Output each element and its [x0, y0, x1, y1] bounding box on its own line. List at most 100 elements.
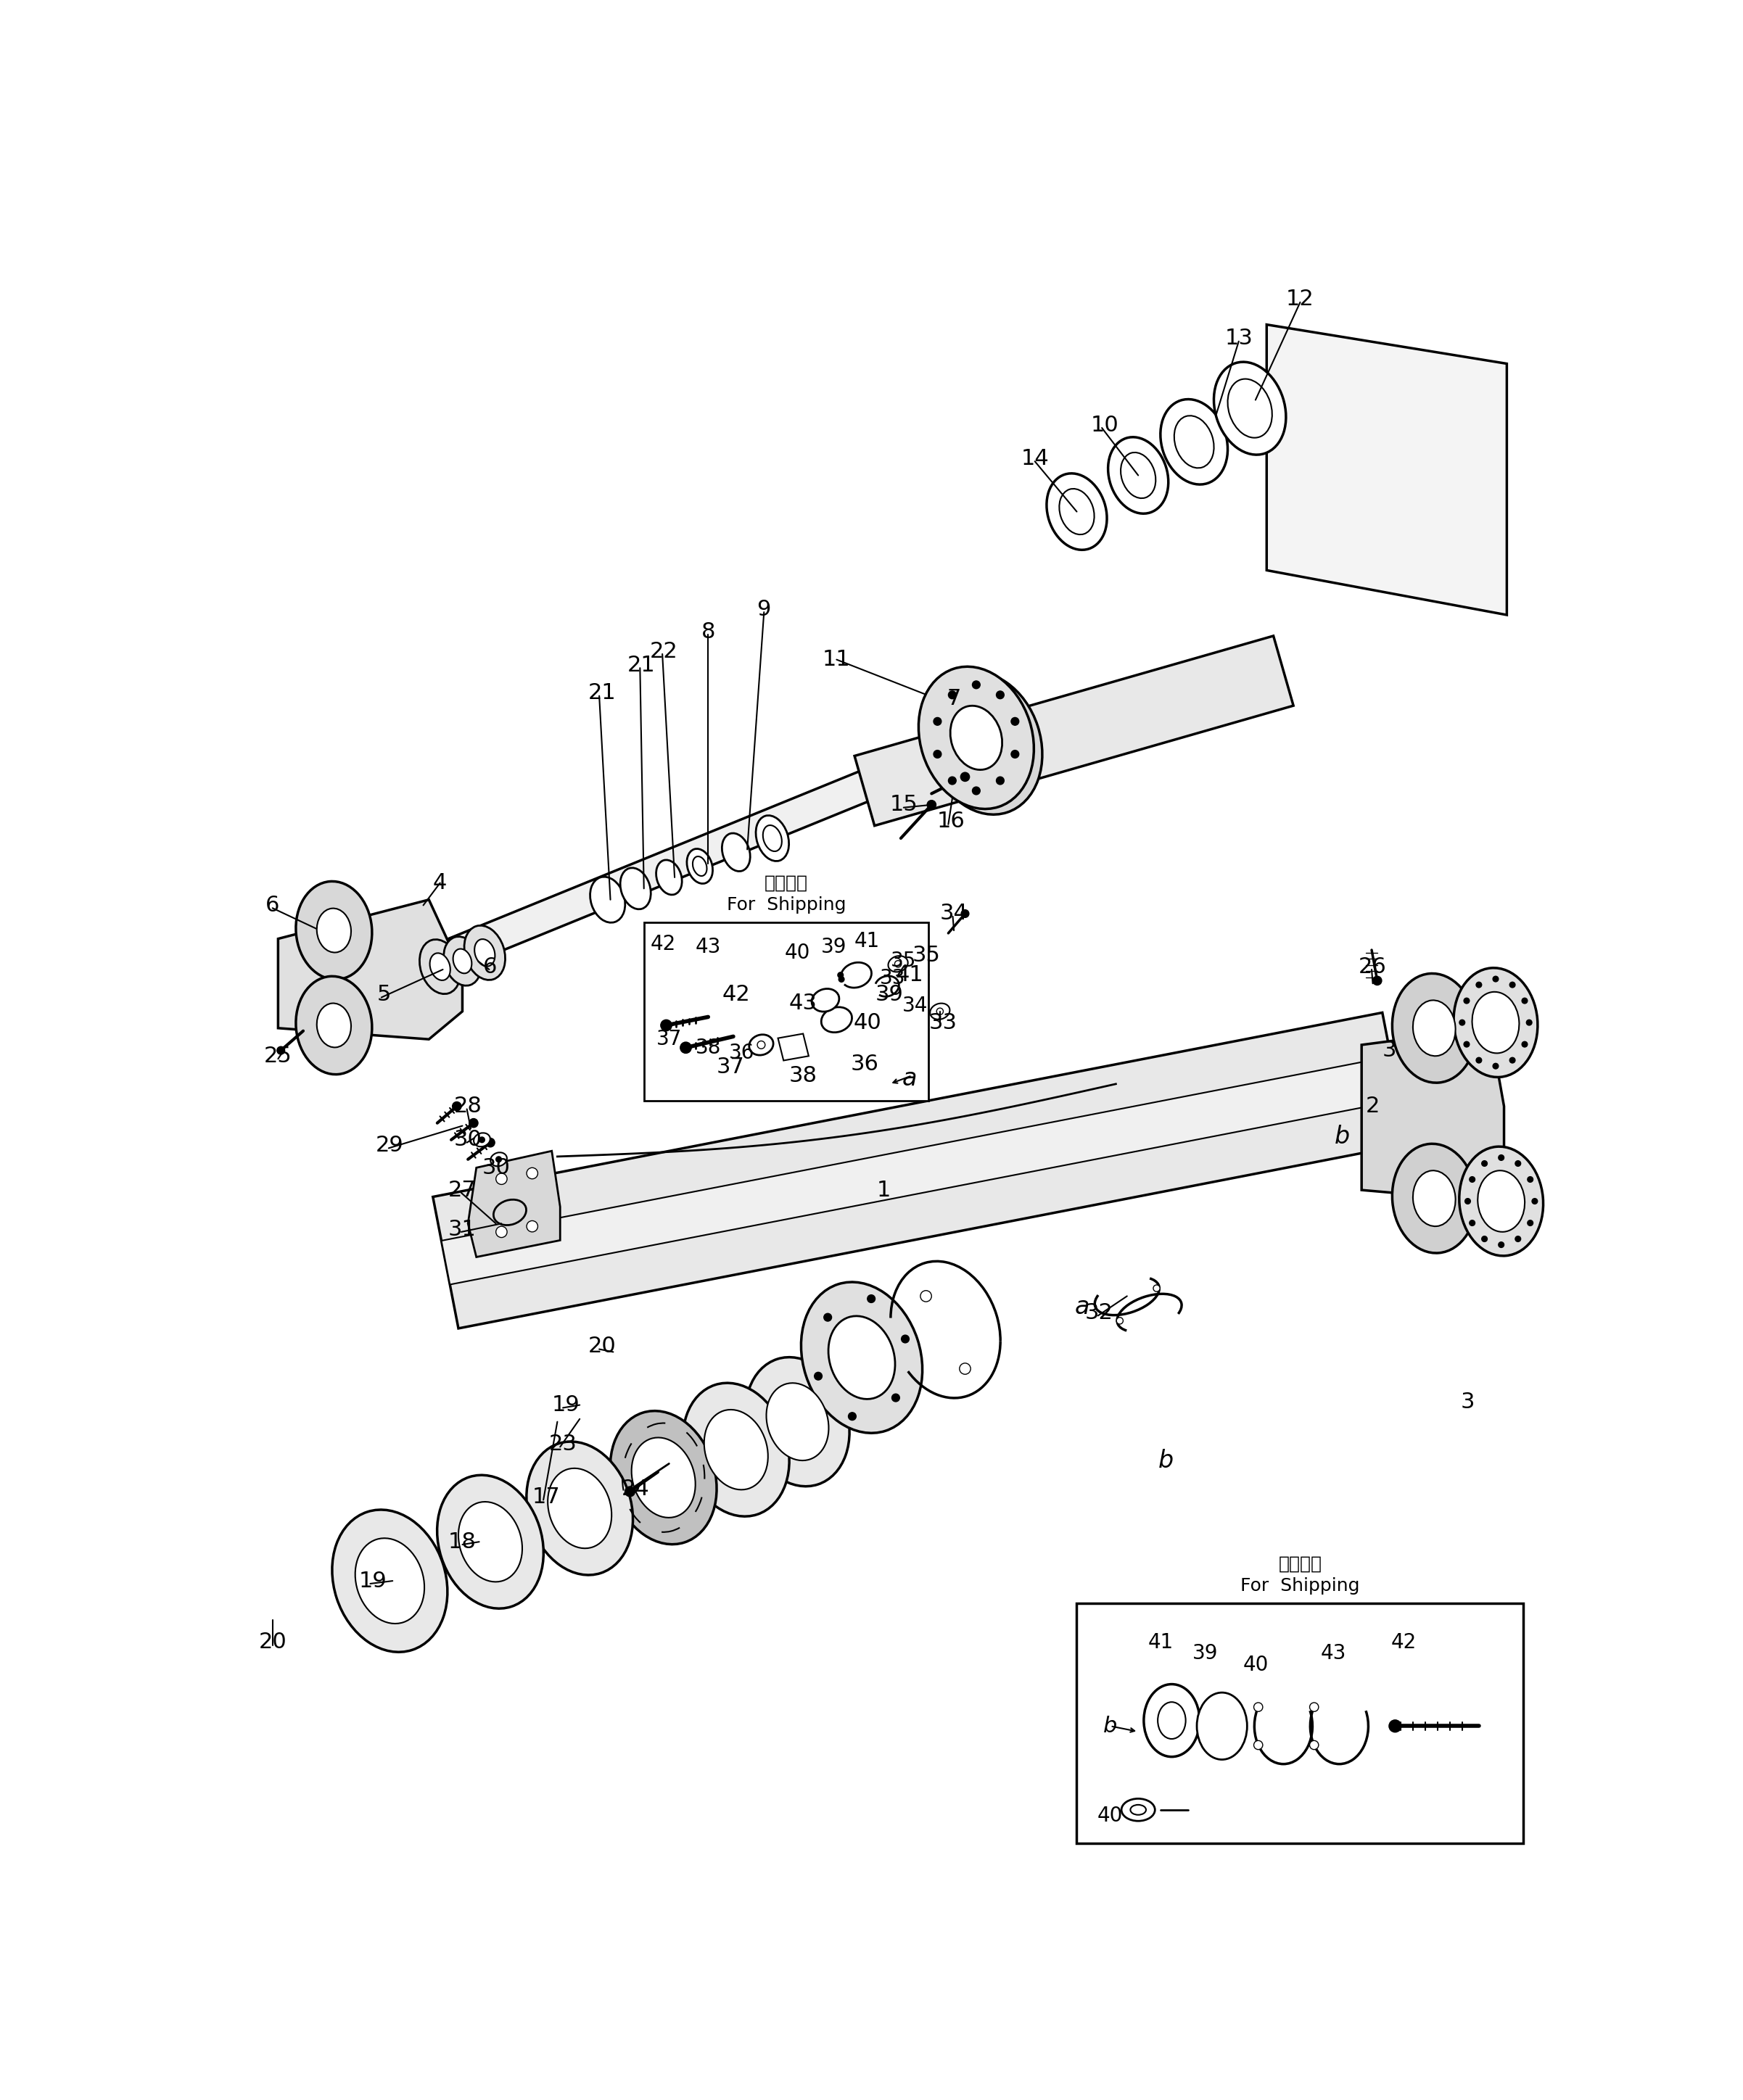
Text: 42: 42: [1391, 1632, 1417, 1653]
Circle shape: [469, 1119, 478, 1128]
Circle shape: [1509, 983, 1515, 987]
Text: 35: 35: [912, 945, 939, 966]
Circle shape: [497, 1157, 502, 1161]
Text: 14: 14: [1021, 447, 1049, 468]
Circle shape: [479, 1136, 485, 1142]
Text: 43: 43: [790, 993, 817, 1014]
Circle shape: [1499, 1241, 1504, 1247]
Text: 運搬部品: 運搬部品: [1278, 1556, 1321, 1573]
Text: 34: 34: [901, 995, 927, 1016]
Text: 29: 29: [376, 1134, 404, 1155]
Circle shape: [1515, 1237, 1522, 1241]
Ellipse shape: [1197, 1693, 1246, 1760]
Ellipse shape: [1393, 974, 1476, 1084]
Circle shape: [497, 1174, 507, 1184]
Ellipse shape: [317, 1004, 350, 1048]
Circle shape: [1253, 1703, 1262, 1711]
Ellipse shape: [621, 867, 650, 909]
Ellipse shape: [692, 857, 708, 876]
Circle shape: [927, 800, 936, 808]
Text: 28: 28: [453, 1096, 483, 1117]
Ellipse shape: [1161, 399, 1227, 485]
Circle shape: [526, 1220, 539, 1233]
Ellipse shape: [1175, 416, 1213, 468]
Ellipse shape: [464, 926, 505, 981]
Ellipse shape: [526, 1441, 633, 1575]
Ellipse shape: [1478, 1170, 1525, 1233]
Ellipse shape: [1454, 968, 1537, 1077]
Ellipse shape: [927, 672, 1042, 815]
Circle shape: [936, 1008, 943, 1014]
Ellipse shape: [1414, 1000, 1455, 1056]
Circle shape: [661, 1021, 671, 1031]
Ellipse shape: [1143, 1684, 1199, 1758]
Ellipse shape: [746, 1357, 849, 1487]
Text: 15: 15: [889, 794, 917, 815]
Circle shape: [486, 1138, 495, 1147]
Text: 34: 34: [939, 903, 967, 924]
Circle shape: [948, 777, 957, 785]
Text: 5: 5: [376, 985, 390, 1006]
Text: 38: 38: [790, 1065, 817, 1086]
Circle shape: [453, 1102, 462, 1111]
Circle shape: [1389, 1720, 1401, 1733]
Text: 21: 21: [627, 655, 655, 676]
Circle shape: [1492, 1063, 1499, 1069]
Text: b: b: [1335, 1126, 1349, 1149]
Text: b: b: [1103, 1716, 1117, 1737]
Ellipse shape: [420, 939, 460, 993]
Circle shape: [1476, 1058, 1482, 1063]
Ellipse shape: [1121, 452, 1156, 498]
Text: 18: 18: [448, 1531, 476, 1552]
Text: 4: 4: [432, 872, 448, 892]
Circle shape: [973, 680, 980, 689]
Text: 12: 12: [1286, 290, 1314, 311]
Circle shape: [901, 1336, 910, 1342]
Circle shape: [1522, 998, 1527, 1004]
Text: 6: 6: [265, 895, 279, 916]
Circle shape: [1515, 1161, 1522, 1166]
Polygon shape: [441, 1056, 1400, 1285]
Text: 41: 41: [896, 964, 924, 985]
Ellipse shape: [631, 1439, 695, 1518]
Text: 31: 31: [448, 1218, 476, 1239]
Circle shape: [973, 788, 980, 794]
Text: 40: 40: [784, 943, 810, 964]
Text: 40: 40: [854, 1012, 882, 1033]
Circle shape: [838, 977, 844, 983]
Ellipse shape: [1459, 1147, 1543, 1256]
Circle shape: [1469, 1220, 1475, 1226]
Ellipse shape: [296, 882, 371, 979]
Circle shape: [756, 1042, 765, 1048]
Ellipse shape: [547, 1468, 612, 1548]
Text: 32: 32: [1084, 1302, 1114, 1323]
Text: 41: 41: [1147, 1632, 1173, 1653]
Ellipse shape: [1060, 489, 1095, 536]
Circle shape: [1253, 1741, 1262, 1749]
Circle shape: [1464, 1199, 1471, 1203]
Text: 11: 11: [823, 649, 851, 670]
Text: 36: 36: [851, 1054, 878, 1075]
Text: 9: 9: [756, 598, 770, 620]
Text: For  Shipping: For Shipping: [1241, 1577, 1360, 1594]
Text: 35: 35: [891, 951, 917, 972]
Text: 39: 39: [1192, 1644, 1218, 1663]
Ellipse shape: [931, 1004, 950, 1018]
Ellipse shape: [333, 1510, 448, 1653]
Circle shape: [868, 1296, 875, 1302]
Text: 25: 25: [263, 1046, 293, 1067]
Text: 33: 33: [929, 1012, 957, 1033]
Text: 21: 21: [587, 682, 615, 704]
Text: 43: 43: [1321, 1644, 1347, 1663]
Text: 41: 41: [854, 932, 880, 951]
Text: 3: 3: [1382, 1040, 1396, 1060]
Ellipse shape: [889, 956, 908, 972]
Polygon shape: [854, 636, 1293, 825]
Text: 39: 39: [821, 937, 847, 958]
Circle shape: [934, 718, 941, 724]
Text: 2: 2: [1367, 1096, 1380, 1117]
Ellipse shape: [474, 939, 495, 966]
Ellipse shape: [821, 1008, 852, 1033]
Ellipse shape: [1157, 1703, 1185, 1739]
Circle shape: [1117, 1317, 1122, 1325]
